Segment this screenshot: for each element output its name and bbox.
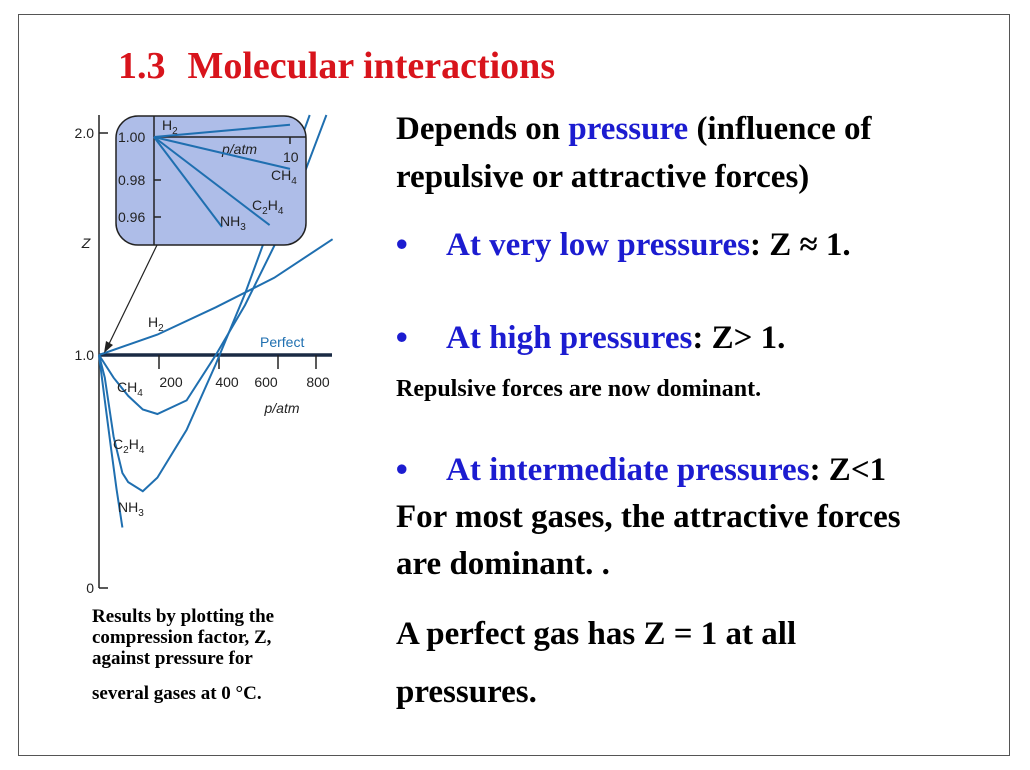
intro-line-1: Depends on pressure (influence of <box>396 106 872 152</box>
y-tick-label-0: 0 <box>86 580 94 596</box>
inset-series-line-ch4 <box>153 136 291 170</box>
figure-caption: Results by plotting the compression fact… <box>92 606 352 704</box>
x-tick-label-200: 200 <box>159 374 183 390</box>
intro-text-a: Depends on <box>396 111 569 147</box>
x-axis-label: p/atm <box>263 400 299 416</box>
intro-highlight: pressure <box>568 111 689 147</box>
inset-series-line-h2 <box>153 123 291 138</box>
x-tick-label-400: 400 <box>215 374 239 390</box>
inset-plot: 1.00 0.98 0.96 p/atm 10 H2 CH4 C2H4 NH3 <box>115 115 307 246</box>
bullet-very-low: • At very low pressures: Z ≈ 1. <box>396 221 851 268</box>
bullet-glyph-3: • <box>396 450 408 487</box>
series-line-nh3 <box>98 354 124 528</box>
inset-x-axis-label: p/atm <box>221 141 257 157</box>
y-tick-label-1: 1.0 <box>75 347 95 363</box>
series-label-c2h4: C2H4 <box>113 436 145 456</box>
inset-y-tick-label-100: 1.00 <box>118 129 145 145</box>
bullet-intermediate-highlight: At intermediate pressures <box>446 452 810 488</box>
series-line-h2 <box>98 238 334 356</box>
intro-text-b: (influence of <box>688 111 872 147</box>
inset-y-tick-label-098: 0.98 <box>118 172 145 188</box>
inset-y-tick-label-096: 0.96 <box>118 209 145 225</box>
intro-line-2: repulsive or attractive forces) <box>396 159 810 195</box>
inset-x-tick-label-10: 10 <box>283 149 299 165</box>
compression-factor-chart: 2.0 1.0 0 Z 200 400 600 800 p/atm H2 Per… <box>75 114 334 596</box>
bullet-glyph-1: • <box>396 225 408 262</box>
title-number: 1.3 <box>118 45 166 87</box>
series-label-ch4: CH4 <box>117 379 143 399</box>
most-gases-line-2: are dominant. . <box>396 546 610 582</box>
x-ticks <box>158 355 317 369</box>
inset-series-label-ch4: CH4 <box>271 167 297 187</box>
bullet-intermediate: • At intermediate pressures: Z<1 <box>396 446 886 493</box>
bullet-intermediate-rest: : Z<1 <box>809 452 887 488</box>
zoom-arrow-head <box>104 341 113 353</box>
y-axis-label: Z <box>81 235 91 251</box>
bullet-high-rest: : Z> 1. <box>692 320 786 356</box>
inset-series-label-nh3: NH3 <box>220 213 246 233</box>
main-axes <box>98 115 108 589</box>
inset-series-line-c2h4 <box>153 136 271 226</box>
bullet-glyph-2: • <box>396 318 408 355</box>
zoom-arrow-line <box>107 242 159 347</box>
caption-line-2: compression factor, Z, <box>92 627 272 648</box>
bullet-very-low-highlight: At very low pressures <box>446 227 750 263</box>
bullet-very-low-rest: : Z ≈ 1. <box>750 227 851 263</box>
series-label-h2: H2 <box>148 314 164 334</box>
inset-series-label-c2h4: C2H4 <box>252 197 284 217</box>
repulsive-note: Repulsive forces are now dominant. <box>396 376 762 402</box>
most-gases-line-1: For most gases, the attractive forces <box>396 499 901 535</box>
inset-series-label-h2: H2 <box>162 117 178 137</box>
bullet-high: • At high pressures: Z> 1. <box>396 314 785 361</box>
series-label-nh3: NH3 <box>118 499 144 519</box>
perfect-gas-line-1: A perfect gas has Z = 1 at all <box>396 616 797 652</box>
slide-frame <box>18 14 1010 756</box>
caption-line-1: Results by plotting the <box>92 606 275 627</box>
slide-title: 1.3 Molecular interactions <box>118 44 555 88</box>
perfect-gas-line-2: pressures. <box>396 674 537 710</box>
y-tick-label-2: 2.0 <box>75 125 95 141</box>
bullet-high-highlight: At high pressures <box>446 320 693 356</box>
caption-line-3: against pressure for <box>92 648 253 669</box>
caption-line-4: several gases at 0 °C. <box>92 683 262 704</box>
x-tick-label-600: 600 <box>254 374 278 390</box>
title-text: Molecular interactions <box>187 45 556 87</box>
series-label-perfect: Perfect <box>260 334 304 350</box>
inset-series-line-nh3 <box>153 136 223 228</box>
x-tick-label-800: 800 <box>306 374 330 390</box>
